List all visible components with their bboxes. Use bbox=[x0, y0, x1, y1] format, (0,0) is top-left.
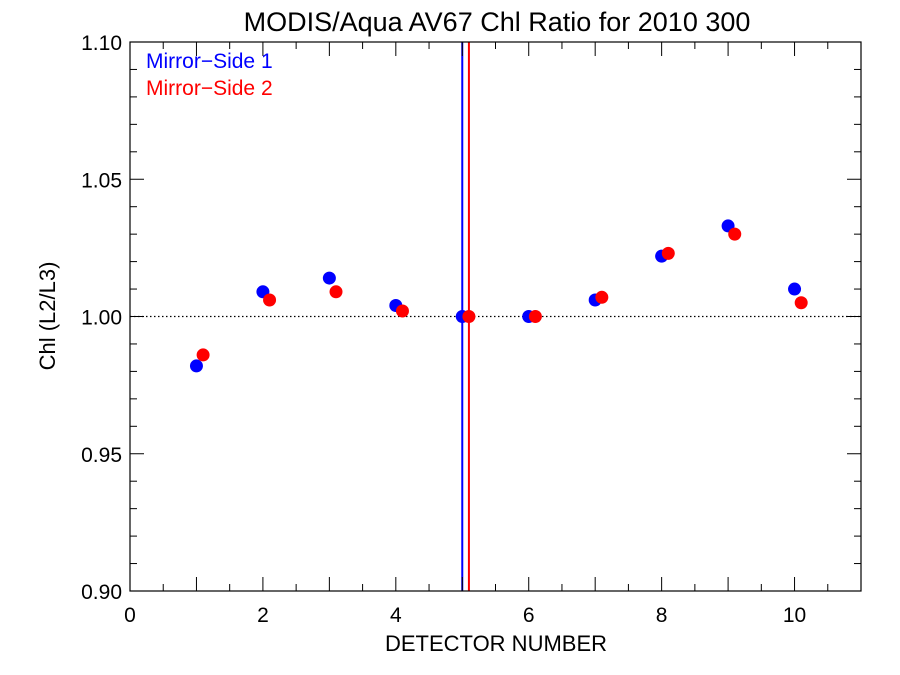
chart-title: MODIS/Aqua AV67 Chl Ratio for 2010 300 bbox=[244, 7, 751, 37]
series-2-point bbox=[462, 310, 476, 323]
axis-ticks bbox=[129, 41, 862, 592]
x-tick-label: 10 bbox=[783, 604, 806, 627]
series-1-point bbox=[322, 271, 336, 285]
reference-lines bbox=[130, 42, 861, 591]
series-1-point bbox=[189, 359, 203, 373]
y-tick-label: 1.00 bbox=[81, 307, 122, 330]
legend-item-2: Mirror−Side 2 bbox=[146, 77, 273, 100]
series-2-point bbox=[395, 304, 409, 318]
x-tick-label: 0 bbox=[124, 604, 136, 627]
series-2-point bbox=[728, 227, 742, 241]
series-2-point bbox=[794, 296, 808, 310]
series-2-point bbox=[263, 293, 277, 307]
series-2-point bbox=[595, 290, 609, 304]
data-points bbox=[189, 219, 808, 373]
x-axis-label: DETECTOR NUMBER bbox=[385, 631, 607, 656]
legend-item-1: Mirror−Side 1 bbox=[146, 50, 273, 73]
legend: Mirror−Side 1 Mirror−Side 2 bbox=[146, 50, 273, 100]
series-2-point bbox=[329, 285, 343, 299]
x-tick-label: 4 bbox=[390, 604, 402, 627]
series-2-point bbox=[528, 310, 542, 323]
axis-tick-labels: 0 2 4 6 8 10 0.90 0.95 1.00 1.05 1.10 bbox=[81, 32, 806, 627]
y-tick-label: 1.10 bbox=[81, 32, 122, 55]
y-tick-label: 0.90 bbox=[81, 581, 122, 604]
series-2-point bbox=[661, 246, 675, 260]
x-tick-label: 2 bbox=[257, 604, 269, 627]
y-tick-label: 0.95 bbox=[81, 444, 122, 467]
x-tick-label: 8 bbox=[656, 604, 668, 627]
y-axis-label: Chl (L2/L3) bbox=[35, 262, 60, 371]
series-1-point bbox=[788, 282, 802, 296]
x-tick-label: 6 bbox=[523, 604, 535, 627]
series-2-point bbox=[196, 348, 210, 362]
y-tick-label: 1.05 bbox=[81, 169, 122, 192]
